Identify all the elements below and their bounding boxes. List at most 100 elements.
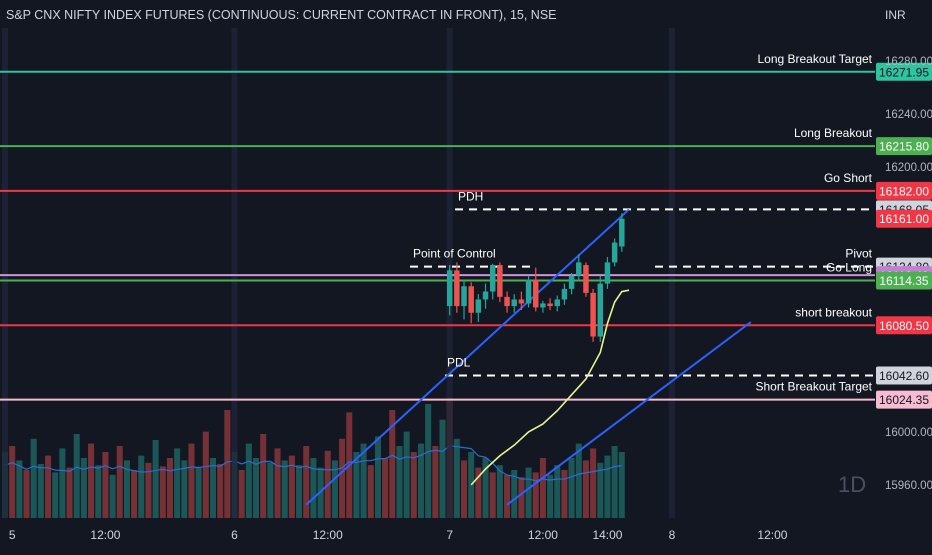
candle[interactable] [511, 299, 517, 307]
volume-bar [152, 440, 159, 518]
volume-bar [496, 465, 503, 518]
price-tag [876, 181, 932, 200]
volume-bar [217, 464, 224, 518]
volume-bar [281, 460, 288, 518]
time-axis-tick: 12:00 [313, 528, 343, 542]
candle[interactable] [446, 270, 453, 307]
candle[interactable] [497, 265, 503, 297]
volume-bar [253, 458, 260, 518]
volume-bar [59, 448, 66, 518]
candle[interactable] [611, 242, 618, 263]
candle[interactable] [547, 303, 553, 307]
volume-bar [539, 458, 546, 518]
volume-bar [138, 455, 145, 518]
volume-bar [367, 465, 374, 518]
volume-bar [209, 458, 217, 518]
candle[interactable] [489, 265, 496, 292]
price-tag [876, 271, 932, 290]
volume-bar [195, 467, 202, 518]
volume-bar [532, 472, 539, 518]
session-separators [2, 28, 676, 518]
volume-bar [468, 452, 475, 518]
volume-bar [274, 448, 281, 518]
time-axis-tick: 14:00 [592, 528, 622, 542]
volume-bar [310, 458, 317, 518]
price-axis[interactable]: 16271.9516215.8016182.0016168.0516161.00… [875, 28, 932, 550]
volume-bar [439, 419, 446, 518]
candle[interactable] [518, 299, 525, 304]
price-axis-tick: 16000.00 [885, 427, 932, 439]
volume-bar [296, 465, 303, 518]
volume-bar [188, 443, 195, 518]
price-tag [876, 62, 932, 81]
price-tag [876, 390, 932, 409]
time-axis-tick: 12:00 [757, 528, 787, 542]
volume-bar [425, 404, 432, 518]
candles-layer[interactable] [446, 213, 625, 342]
volume-layer [1, 398, 625, 518]
candle[interactable] [576, 262, 582, 276]
price-tag [876, 316, 932, 335]
volume-bar [331, 460, 338, 518]
candle[interactable] [590, 292, 596, 337]
candle[interactable] [475, 299, 482, 313]
volume-bar [590, 448, 597, 518]
time-axis-tick: 5 [9, 528, 16, 542]
price-tag [876, 366, 932, 385]
candle[interactable] [619, 218, 625, 247]
candle[interactable] [604, 262, 611, 284]
volume-bar [461, 460, 468, 518]
interval-watermark: 1D [838, 472, 866, 497]
volume-bar [238, 470, 245, 518]
price-axis-tick: 16240.00 [885, 109, 932, 121]
volume-bar [561, 470, 568, 518]
volume-bar [267, 462, 274, 518]
volume-bar [432, 446, 439, 518]
currency-label: INR [885, 8, 906, 22]
candle[interactable] [525, 279, 532, 304]
volume-bar [9, 446, 16, 518]
volume-bar [568, 458, 575, 518]
volume-bar [303, 446, 310, 518]
volume-bar [597, 462, 604, 518]
price-tag [876, 137, 932, 156]
price-tag-value: 16024.35 [879, 393, 929, 407]
candle[interactable] [568, 275, 575, 289]
candle[interactable] [454, 270, 460, 307]
volume-bar [109, 474, 116, 518]
volume-bar [23, 470, 30, 518]
candle[interactable] [482, 291, 489, 300]
volume-bar [131, 470, 138, 518]
volume-bar [353, 452, 360, 518]
time-axis[interactable]: 5 12:00 6 12:00 7 12:00 14:00 8 12:00 [9, 528, 788, 542]
candle[interactable] [597, 283, 604, 337]
volume-bar [116, 446, 123, 518]
candle[interactable] [533, 279, 539, 308]
session-separator [2, 28, 8, 518]
candle[interactable] [468, 286, 474, 313]
trendlines[interactable] [305, 208, 752, 506]
level-name-label: Go Long [826, 260, 872, 274]
trendline[interactable] [305, 208, 630, 506]
candle[interactable] [504, 296, 510, 307]
candle[interactable] [554, 299, 560, 307]
candle[interactable] [583, 265, 589, 293]
volume-bar [102, 452, 109, 518]
time-axis-tick: 12:00 [528, 528, 558, 542]
candle[interactable] [561, 288, 568, 300]
volume-bar [145, 462, 152, 518]
volume-bar [525, 467, 532, 518]
level-name-label: Short Breakout Target [755, 380, 872, 394]
price-tag-value: 16271.95 [879, 65, 929, 79]
volume-bar [339, 438, 346, 518]
trendline[interactable] [506, 321, 752, 506]
candle[interactable] [540, 303, 546, 308]
volume-bar [166, 458, 173, 518]
time-axis-tick: 8 [669, 528, 676, 542]
volume-bar [417, 443, 424, 518]
candle[interactable] [461, 286, 467, 307]
time-axis-tick: 12:00 [90, 528, 120, 542]
volume-bar [16, 460, 23, 518]
